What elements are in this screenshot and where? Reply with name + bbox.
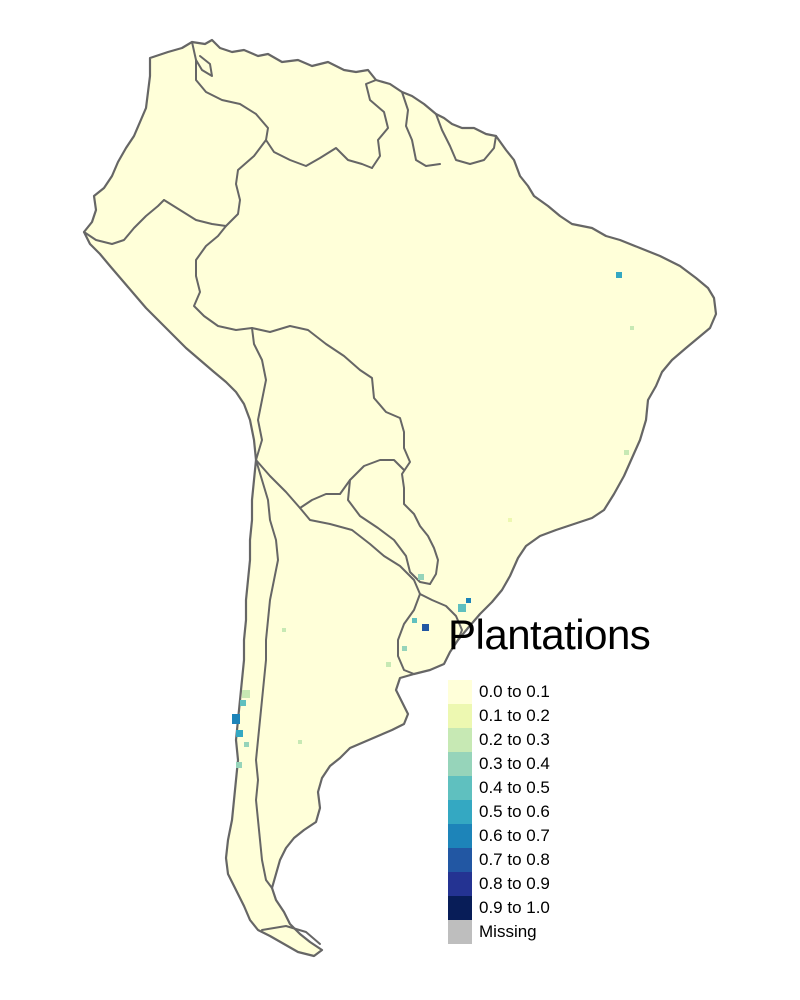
border-brazil-north bbox=[193, 139, 439, 585]
legend-label: 0.6 to 0.7 bbox=[479, 826, 550, 845]
border-tierra-del-fuego bbox=[261, 925, 321, 945]
hotspot bbox=[236, 762, 242, 768]
legend-label: Missing bbox=[479, 922, 537, 941]
legend-label: 0.5 to 0.6 bbox=[479, 802, 550, 821]
border-paraguay bbox=[347, 479, 431, 585]
hotspot bbox=[240, 700, 246, 706]
hotspot bbox=[630, 326, 634, 330]
legend-label: 0.2 to 0.3 bbox=[479, 730, 550, 749]
border-colombia-peru bbox=[163, 199, 227, 227]
hotspot bbox=[236, 730, 243, 737]
legend-item: 0.9 to 1.0 bbox=[448, 896, 550, 920]
border-argentina-uruguay bbox=[397, 593, 421, 675]
continent-outline bbox=[82, 38, 718, 958]
hotspot bbox=[616, 272, 622, 278]
legend-label: 0.9 to 1.0 bbox=[479, 898, 550, 917]
hotspot bbox=[412, 618, 417, 623]
border-venezuela-guyana bbox=[365, 79, 389, 169]
legend-swatch bbox=[448, 776, 472, 800]
hotspot bbox=[624, 450, 629, 455]
border-peru-bolivia bbox=[251, 327, 267, 461]
legend-swatch bbox=[448, 824, 472, 848]
border-bolivia-paraguay bbox=[255, 459, 405, 509]
legend-item: 0.3 to 0.4 bbox=[448, 752, 550, 776]
legend-swatch bbox=[448, 920, 472, 944]
legend-swatch bbox=[448, 896, 472, 920]
hotspot bbox=[244, 742, 249, 747]
legend-label: 0.3 to 0.4 bbox=[479, 754, 550, 773]
coast-detail-north bbox=[195, 55, 213, 77]
hotspot bbox=[418, 574, 424, 580]
hotspot bbox=[386, 662, 391, 667]
hotspot bbox=[458, 604, 466, 612]
legend-item: Missing bbox=[448, 920, 550, 944]
legend-swatch bbox=[448, 728, 472, 752]
hotspot bbox=[242, 690, 250, 698]
legend-label: 0.1 to 0.2 bbox=[479, 706, 550, 725]
legend-swatch bbox=[448, 704, 472, 728]
legend-item: 0.8 to 0.9 bbox=[448, 872, 550, 896]
border-argentina-paraguay bbox=[299, 507, 421, 595]
legend-label: 0.0 to 0.1 bbox=[479, 682, 550, 701]
legend-item: 0.1 to 0.2 bbox=[448, 704, 550, 728]
plantation-hotspots bbox=[232, 272, 634, 768]
legend-item: 0.6 to 0.7 bbox=[448, 824, 550, 848]
border-guyana-suriname bbox=[401, 91, 441, 167]
legend-swatch bbox=[448, 752, 472, 776]
legend-swatch bbox=[448, 848, 472, 872]
legend-swatch bbox=[448, 680, 472, 704]
legend-swatch bbox=[448, 872, 472, 896]
legend: 0.0 to 0.1 0.1 to 0.2 0.2 to 0.3 0.3 to 0.4… bbox=[448, 680, 550, 944]
hotspot bbox=[422, 624, 429, 631]
legend-item: 0.4 to 0.5 bbox=[448, 776, 550, 800]
legend-item: 0.5 to 0.6 bbox=[448, 800, 550, 824]
hotspot bbox=[466, 598, 471, 603]
border-chile-argentina bbox=[255, 459, 279, 889]
legend-item: 0.0 to 0.1 bbox=[448, 680, 550, 704]
hotspot bbox=[402, 646, 407, 651]
legend-title: Plantations bbox=[448, 611, 651, 658]
hotspot bbox=[232, 714, 240, 724]
hotspot bbox=[298, 740, 302, 744]
legend-label: 0.8 to 0.9 bbox=[479, 874, 550, 893]
hotspot bbox=[282, 628, 286, 632]
border-ecuador bbox=[83, 199, 165, 245]
border-uruguay-brazil bbox=[419, 593, 463, 641]
legend-swatch bbox=[448, 800, 472, 824]
border-suriname-guiana bbox=[435, 113, 497, 165]
legend-item: 0.7 to 0.8 bbox=[448, 848, 550, 872]
legend-label: 0.4 to 0.5 bbox=[479, 778, 550, 797]
legend-label: 0.7 to 0.8 bbox=[479, 850, 550, 869]
hotspot bbox=[508, 518, 512, 522]
legend-item: 0.2 to 0.3 bbox=[448, 728, 550, 752]
